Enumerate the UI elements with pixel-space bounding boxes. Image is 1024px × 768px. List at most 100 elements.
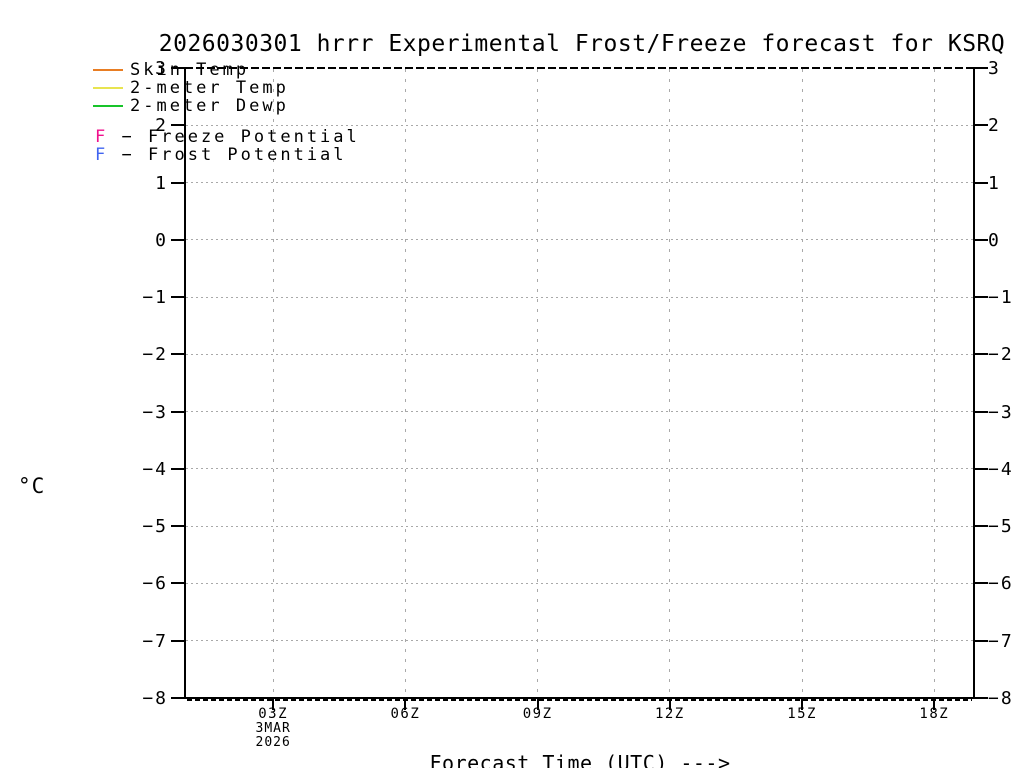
x-tick (272, 699, 275, 710)
frost-potential-marker: F (95, 145, 109, 165)
y-tick-label-left: −5 (142, 516, 168, 538)
horizontal-gridline (186, 582, 973, 584)
horizontal-gridline (186, 353, 973, 355)
horizontal-gridline (186, 468, 973, 470)
y-tick-label-right: −8 (988, 688, 1014, 709)
x-tick-label: 06Z (390, 706, 421, 722)
legend-item-2m-dewp: 2-meter Dewp (130, 96, 289, 116)
y-tick-label-left: 3 (155, 58, 168, 79)
frost-potential-label: Frost Potential (148, 145, 347, 165)
legend-item-freeze-potential: F − Freeze Potential (95, 128, 360, 146)
y-tick-right (975, 67, 988, 69)
y-tick-right (975, 410, 988, 413)
y-axis-right (973, 67, 975, 699)
y-tick-label-right: 1 (988, 172, 1001, 194)
x-axis-bottom (184, 697, 975, 699)
freeze-potential-label: Freeze Potential (148, 127, 360, 147)
y-tick-left (171, 467, 184, 470)
plot-area (171, 67, 988, 710)
y-tick-right (975, 639, 988, 642)
y-tick-label-right: 2 (988, 115, 1001, 137)
freeze-potential-marker: F (95, 127, 109, 147)
horizontal-gridline (186, 239, 973, 241)
vertical-gridline (404, 69, 406, 697)
x-tick (933, 699, 936, 710)
y-tick-right (975, 238, 988, 241)
legend-item-skin-temp: Skin Temp (130, 60, 250, 80)
y-tick-left (171, 525, 184, 528)
vertical-gridline (537, 69, 539, 697)
x-tick-label: 18Z (919, 706, 950, 722)
y-tick-right (975, 296, 988, 299)
y-tick-left (171, 124, 184, 127)
chart-title: 2026030301 hrrr Experimental Frost/Freez… (158, 31, 1006, 57)
horizontal-gridline (186, 411, 973, 413)
y-tick-label-right: 0 (988, 229, 1001, 251)
y-tick-label-right: −5 (988, 516, 1014, 538)
y-tick-left (171, 582, 184, 585)
y-tick-label-right: −1 (988, 287, 1014, 309)
y-tick-right (975, 582, 988, 585)
y-tick-label-left: −3 (142, 401, 168, 423)
legend-separator (108, 145, 121, 165)
y-tick-right (975, 353, 988, 356)
y-tick-label-right: −7 (988, 630, 1014, 652)
x-tick (404, 699, 407, 710)
y-tick-label-right: 3 (988, 58, 1001, 79)
y-tick-left (171, 353, 184, 356)
y-tick-label-left: −7 (142, 630, 168, 652)
vertical-gridline (933, 69, 935, 697)
horizontal-gridline (186, 525, 973, 527)
y-tick-left (171, 639, 184, 642)
y-tick-label-left: 1 (155, 172, 168, 194)
skin-temp-line-swatch (93, 69, 123, 71)
x-tick (536, 699, 539, 710)
plot-frame-top (185, 67, 974, 69)
y-tick-left (171, 697, 184, 699)
y-tick-right (975, 697, 988, 699)
y-tick-label-right: −2 (988, 344, 1014, 366)
vertical-gridline (272, 69, 274, 697)
y-tick-right (975, 124, 988, 127)
horizontal-gridline (186, 640, 973, 642)
x-axis-year-label: 2026 (255, 735, 291, 750)
horizontal-gridline (186, 182, 973, 184)
x-tick (668, 699, 671, 710)
horizontal-gridline (186, 124, 973, 126)
y-tick-left (171, 181, 184, 184)
y-axis-unit-label: °C (18, 474, 46, 498)
y-tick-label-left: −1 (142, 287, 168, 309)
x-tick-label: 03Z (258, 706, 289, 722)
y-axis-left (184, 67, 186, 699)
y-tick-left (171, 238, 184, 241)
y-tick-label-left: 0 (155, 229, 168, 251)
x-axis-date-label: 3MAR (255, 721, 291, 736)
y-tick-label-right: −3 (988, 401, 1014, 423)
y-tick-left (171, 296, 184, 299)
horizontal-gridline (186, 296, 973, 298)
legend-dash: − (121, 145, 135, 165)
y-tick-label-left: −6 (142, 573, 168, 595)
y-tick-label-right: −4 (988, 458, 1014, 480)
y-tick-left (171, 67, 184, 69)
y-tick-right (975, 181, 988, 184)
2m-temp-line-swatch (93, 87, 123, 89)
y-tick-label-left: −4 (142, 458, 168, 480)
x-tick-label: 12Z (654, 706, 685, 722)
vertical-gridline (801, 69, 803, 697)
y-tick-right (975, 467, 988, 470)
vertical-gridline (669, 69, 671, 697)
x-tick-label: 09Z (522, 706, 553, 722)
legend-dash: − (121, 127, 135, 147)
y-tick-label-left: 2 (155, 115, 168, 137)
x-tick (801, 699, 804, 710)
legend-separator (135, 145, 148, 165)
legend-item-2m-temp: 2-meter Temp (130, 78, 289, 98)
x-axis-title: Forecast Time (UTC) ---> (429, 751, 731, 768)
legend-item-frost-potential: F − Frost Potential (95, 146, 347, 164)
x-axis-bottom-dashed-line (187, 699, 972, 701)
y-tick-label-left: −8 (142, 688, 168, 709)
x-tick-label: 15Z (787, 706, 817, 722)
y-tick-left (171, 410, 184, 413)
